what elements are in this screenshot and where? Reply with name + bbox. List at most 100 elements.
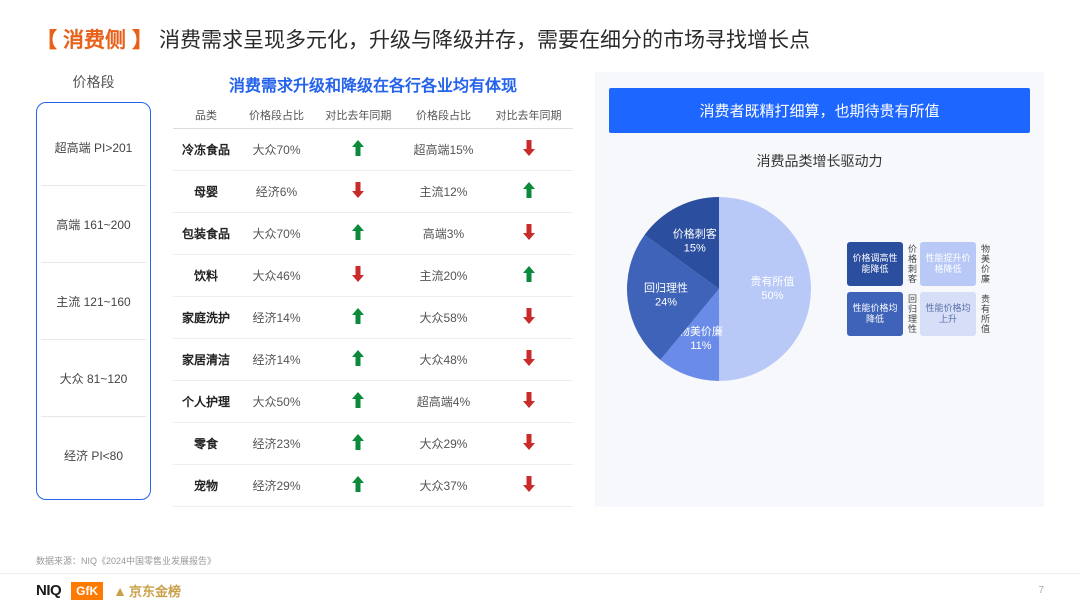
- delta1-cell: [314, 381, 403, 423]
- seg1-cell: 经济14%: [239, 297, 314, 339]
- table-row: 母婴 经济6% 主流12%: [173, 171, 573, 213]
- title-tag: 消费侧: [63, 24, 126, 54]
- seg1-cell: 经济29%: [239, 465, 314, 507]
- seg2-cell: 主流20%: [403, 255, 484, 297]
- table-row: 饮料 大众46% 主流20%: [173, 255, 573, 297]
- table-header-cell: 价格段占比: [239, 102, 314, 129]
- price-tier-list: 超高端 PI>201高端 161~200主流 121~160大众 81~120经…: [36, 102, 151, 500]
- category-cell: 母婴: [173, 171, 239, 213]
- arrow-up-icon: [351, 307, 365, 325]
- footer-bar: NIQ GfK ▲京东金榜 7: [0, 573, 1080, 607]
- seg2-cell: 主流12%: [403, 171, 484, 213]
- seg1-cell: 大众46%: [239, 255, 314, 297]
- seg2-cell: 大众48%: [403, 339, 484, 381]
- arrow-down-icon: [522, 433, 536, 451]
- seg1-cell: 大众70%: [239, 129, 314, 171]
- bracket-close: 】: [132, 24, 153, 54]
- table-header-cell: 品类: [173, 102, 239, 129]
- legend-box: 性能价格均降低: [847, 292, 903, 336]
- table-row: 零食 经济23% 大众29%: [173, 423, 573, 465]
- table-row: 宠物 经济29% 大众37%: [173, 465, 573, 507]
- table-subtitle: 消费需求升级和降级在各行各业均有体现: [173, 72, 573, 96]
- table-header-cell: 价格段占比: [403, 102, 484, 129]
- page-number: 7: [1038, 585, 1044, 596]
- arrow-up-icon: [351, 433, 365, 451]
- arrow-down-icon: [351, 265, 365, 283]
- legend-box: 性能提升价格降低: [920, 242, 976, 286]
- title-main: 消费需求呈现多元化，升级与降级并存，需要在细分的市场寻找增长点: [159, 24, 810, 54]
- right-banner: 消费者既精打细算，也期待贵有所值: [609, 88, 1030, 133]
- delta1-cell: [314, 171, 403, 213]
- table-header-cell: 对比去年同期: [484, 102, 573, 129]
- arrow-up-icon: [351, 139, 365, 157]
- category-cell: 冷冻食品: [173, 129, 239, 171]
- arrow-up-icon: [351, 391, 365, 409]
- legend-box: 价格调高性能降低: [847, 242, 903, 286]
- legend-side-label: 贵有所值: [980, 294, 989, 334]
- arrow-down-icon: [522, 475, 536, 493]
- seg2-cell: 高端3%: [403, 213, 484, 255]
- delta1-cell: [314, 423, 403, 465]
- seg1-cell: 经济23%: [239, 423, 314, 465]
- delta1-cell: [314, 129, 403, 171]
- arrow-down-icon: [522, 391, 536, 409]
- logo-niq: NIQ: [36, 582, 61, 599]
- seg2-cell: 超高端15%: [403, 129, 484, 171]
- pie-slice: [719, 197, 811, 381]
- legend-box: 性能价格均上升: [920, 292, 976, 336]
- price-tier: 大众 81~120: [41, 340, 146, 417]
- pie-slice-label: 回归理性: [644, 281, 688, 295]
- legend-side-label: 价格刺客: [907, 244, 916, 284]
- pie-slice-value: 15%: [684, 242, 706, 254]
- category-cell: 零食: [173, 423, 239, 465]
- delta1-cell: [314, 255, 403, 297]
- delta2-cell: [484, 339, 573, 381]
- legend-side-label: 回归理性: [907, 294, 916, 334]
- arrow-up-icon: [522, 181, 536, 199]
- delta1-cell: [314, 213, 403, 255]
- table-header-cell: 对比去年同期: [314, 102, 403, 129]
- arrow-up-icon: [351, 475, 365, 493]
- pie-slice-value: 24%: [655, 297, 677, 309]
- delta1-cell: [314, 465, 403, 507]
- arrow-up-icon: [351, 223, 365, 241]
- category-cell: 宠物: [173, 465, 239, 507]
- pie-slice-label: 价格刺客: [673, 226, 717, 240]
- category-cell: 个人护理: [173, 381, 239, 423]
- price-segment-header: 价格段: [36, 72, 151, 92]
- arrow-down-icon: [351, 181, 365, 199]
- table-row: 冷冻食品 大众70% 超高端15%: [173, 129, 573, 171]
- arrow-up-icon: [351, 349, 365, 367]
- price-tier: 高端 161~200: [41, 186, 146, 263]
- delta1-cell: [314, 339, 403, 381]
- pie-slice-value: 11%: [690, 340, 711, 352]
- table-row: 家庭洗护 经济14% 大众58%: [173, 297, 573, 339]
- delta2-cell: [484, 423, 573, 465]
- price-tier: 经济 PI<80: [41, 417, 146, 493]
- pie-chart: 贵有所值50%物美价廉11%回归理性24%价格刺客15%: [609, 179, 839, 399]
- seg2-cell: 大众58%: [403, 297, 484, 339]
- seg1-cell: 大众50%: [239, 381, 314, 423]
- bracket-open: 【: [36, 24, 57, 54]
- seg2-cell: 大众37%: [403, 465, 484, 507]
- delta2-cell: [484, 171, 573, 213]
- delta2-cell: [484, 381, 573, 423]
- pie-legend: 价格调高性能降低价格刺客性能提升价格降低物美价廉性能价格均降低回归理性性能价格均…: [847, 242, 989, 336]
- arrow-down-icon: [522, 349, 536, 367]
- arrow-down-icon: [522, 223, 536, 241]
- table-row: 包装食品 大众70% 高端3%: [173, 213, 573, 255]
- arrow-up-icon: [522, 265, 536, 283]
- delta2-cell: [484, 465, 573, 507]
- pie-slice-label: 贵有所值: [750, 274, 794, 288]
- delta2-cell: [484, 297, 573, 339]
- seg2-cell: 超高端4%: [403, 381, 484, 423]
- category-table: 品类价格段占比对比去年同期价格段占比对比去年同期 冷冻食品 大众70% 超高端1…: [173, 102, 573, 507]
- delta2-cell: [484, 255, 573, 297]
- seg1-cell: 经济14%: [239, 339, 314, 381]
- data-source: 数据来源：NIQ《2024中国零售业发展报告》: [36, 554, 216, 567]
- table-row: 个人护理 大众50% 超高端4%: [173, 381, 573, 423]
- category-cell: 家庭洗护: [173, 297, 239, 339]
- seg1-cell: 经济6%: [239, 171, 314, 213]
- delta2-cell: [484, 129, 573, 171]
- slide-title: 【 消费侧 】 消费需求呈现多元化，升级与降级并存，需要在细分的市场寻找增长点: [36, 24, 1044, 54]
